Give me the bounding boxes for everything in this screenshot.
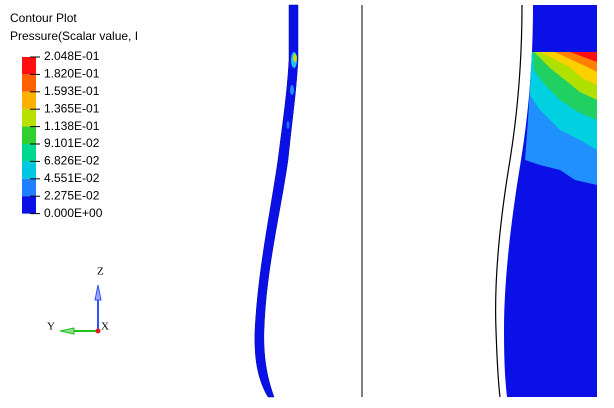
legend-swatch [22,126,36,144]
legend-label: 9.101E-02 [44,136,100,150]
legend-swatch [22,109,36,127]
legend-swatch [22,196,36,214]
legend-subtitle: Pressure(Scalar value, I [10,29,138,43]
hotspot [286,121,290,129]
legend-swatch [22,161,36,179]
legend: 2.048E-01 1.820E-01 1.593E-01 1.365E-01 1.13… [22,49,103,220]
legend-label: 1.365E-01 [44,101,100,115]
outline [495,4,523,398]
z-arrow [94,284,102,301]
legend-label: 1.593E-01 [44,84,100,98]
legend-swatch [22,57,36,75]
legend-label: 6.826E-02 [44,154,100,168]
hotspot [290,85,294,95]
hotspot [293,54,297,62]
y-label: Y [47,321,55,333]
legend-swatch [22,144,36,162]
legend-label: 2.275E-02 [44,188,100,202]
legend-label: 4.551E-02 [44,171,100,185]
legend-label: 2.048E-01 [44,49,100,63]
legend-label: 1.138E-01 [44,119,100,133]
legend-swatch [22,178,36,197]
axis-triad: Z Y X [47,266,109,335]
z-label: Z [97,266,104,278]
left-model [254,4,299,398]
legend-title: Contour Plot [10,11,77,25]
x-label: X [101,321,109,333]
legend-swatch [22,91,36,110]
legend-label: 1.820E-01 [44,67,100,81]
y-arrow [59,327,75,335]
contour-band [570,52,597,62]
legend-label: 0.000E+00 [44,206,103,220]
legend-swatch [22,74,36,92]
x-axis [95,328,101,334]
